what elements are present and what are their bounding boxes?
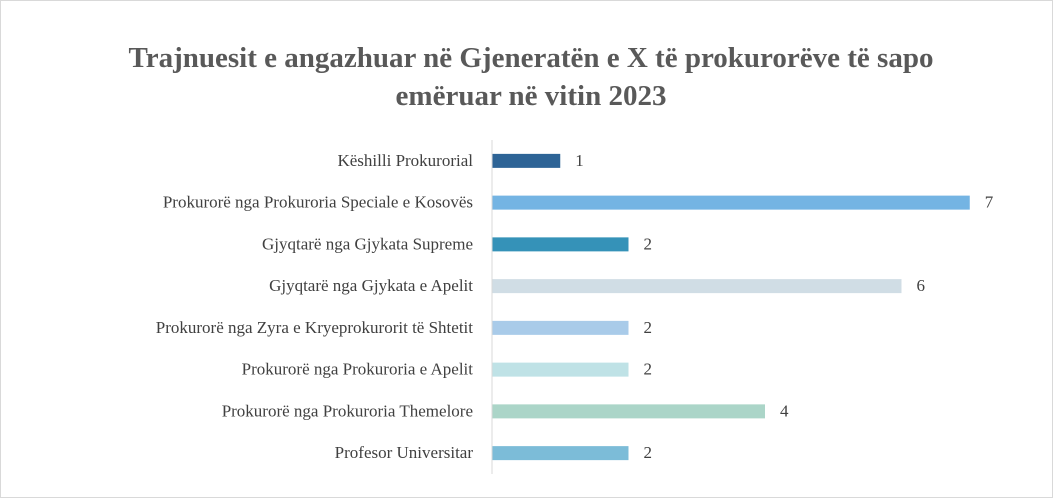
bar — [492, 279, 902, 294]
chart-title: Trajnuesit e angazhuar në Gjeneratën e X… — [128, 42, 934, 112]
y-tick-label: Prokurorë nga Zyra e Kryeprokurorit të S… — [156, 318, 474, 337]
bar — [492, 195, 970, 210]
data-label: 6 — [917, 276, 926, 295]
bar — [492, 237, 629, 252]
y-tick-label: Profesor Universitar — [335, 443, 474, 462]
data-label: 2 — [644, 443, 653, 462]
y-tick-label: Gjyqtarë nga Gjykata Supreme — [262, 234, 473, 253]
bar — [492, 153, 561, 168]
bar — [492, 404, 765, 419]
y-tick-label: Prokurorë nga Prokuroria e Apelit — [242, 360, 474, 379]
data-label: 2 — [644, 234, 653, 253]
bar — [492, 446, 629, 461]
data-label: 4 — [780, 401, 789, 420]
data-label: 1 — [575, 151, 584, 170]
data-label: 2 — [644, 318, 653, 337]
y-tick-label: Prokurorë nga Prokuroria Themelore — [222, 401, 473, 420]
data-label: 7 — [985, 193, 994, 212]
bar — [492, 362, 629, 377]
bar — [492, 320, 629, 335]
y-tick-label: Gjyqtarë nga Gjykata e Apelit — [269, 276, 473, 295]
data-label: 2 — [644, 360, 653, 379]
y-tick-label: Prokurorë nga Prokuroria Speciale e Koso… — [163, 193, 473, 212]
y-tick-label: Këshilli Prokurorial — [337, 151, 473, 170]
